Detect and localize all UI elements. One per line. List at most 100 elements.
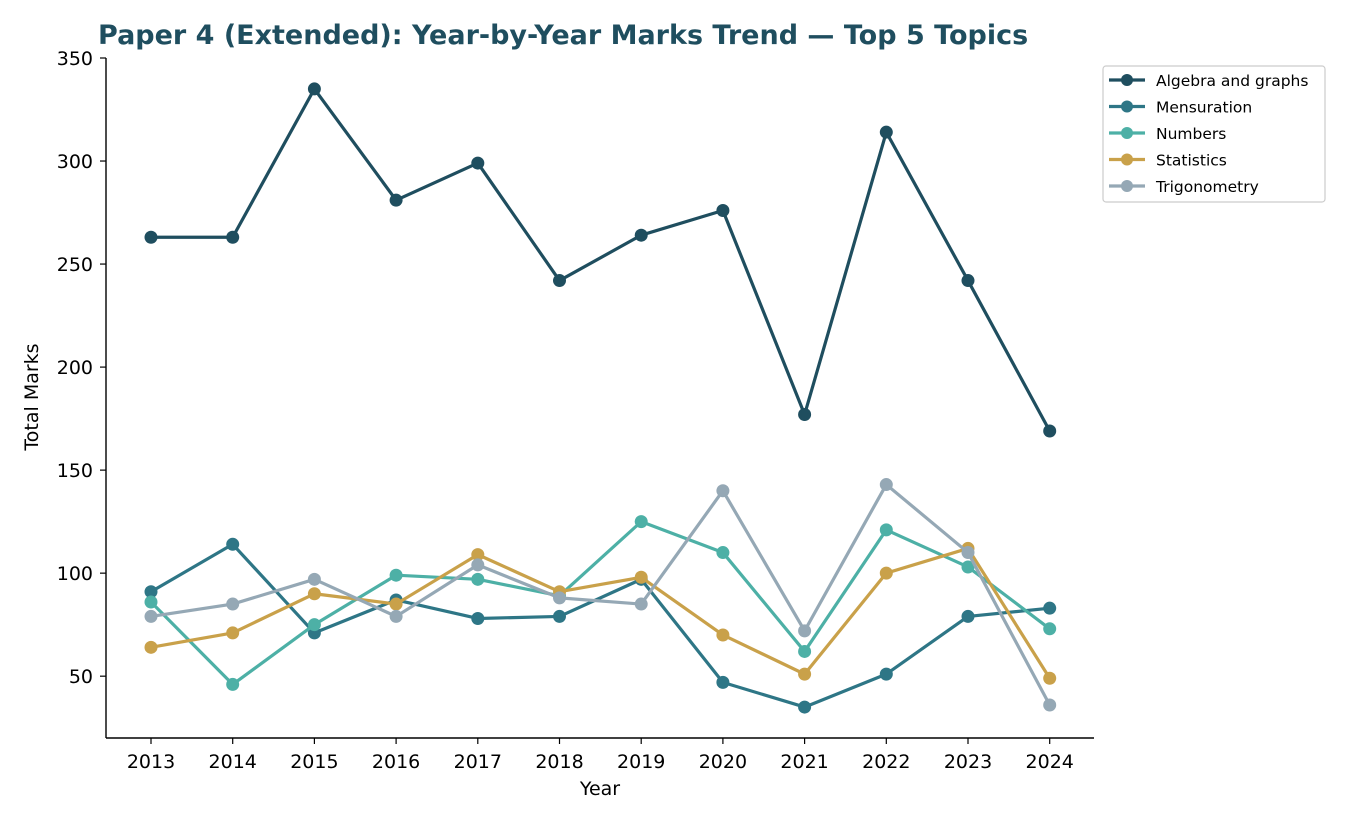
data-point [961,274,975,288]
series-numbers [144,515,1057,691]
legend-label: Numbers [1156,125,1226,143]
data-point [307,82,321,96]
data-point [144,585,158,599]
series-line [149,542,1052,709]
axes: 2013 2014 2015 2016 2017 2018 2019 2020 2021 2022… [57,48,1094,773]
legend-swatch-marker [1121,153,1133,166]
data-point [144,230,158,244]
series-line [149,87,1052,433]
data-point [634,228,648,242]
data-point [716,203,730,217]
series-algebra-and-graphs [144,82,1057,438]
data-point [553,591,566,605]
data-point [226,230,240,244]
data-point [471,572,485,586]
legend-label: Mensuration [1156,99,1252,117]
data-point [307,618,321,632]
data-point [1043,601,1057,615]
data-point [389,609,403,623]
y-tick-label: 150 [57,460,93,482]
data-point [471,611,485,625]
data-point [307,587,321,601]
data-point [1043,671,1057,685]
legend-box [1102,65,1326,203]
series-line [149,482,1052,707]
x-tick-label: 2016 [372,751,420,773]
legend-item: Trigonometry [1109,178,1259,196]
data-point [634,570,648,584]
x-tick-label: 2021 [780,751,828,773]
y-tick-label: 100 [57,563,93,585]
series-statistics [144,541,1057,685]
data-point [798,700,812,714]
data-point [879,566,893,580]
x-tick-label: 2024 [1026,751,1074,773]
data-point [144,640,158,654]
x-tick-label: 2019 [617,751,665,773]
data-point [389,597,403,611]
data-point [961,609,975,623]
data-point [1043,622,1057,636]
x-tick-label: 2013 [127,751,175,773]
data-point [553,609,566,623]
legend-item: Numbers [1109,125,1226,143]
y-tick-label: 350 [57,48,93,70]
data-point [798,624,812,638]
data-point [716,546,730,560]
data-point [798,407,812,421]
y-tick-label: 50 [69,666,93,688]
x-tick-label: 2015 [290,751,338,773]
data-point [226,626,240,640]
data-point [634,515,648,529]
x-tick-label: 2023 [944,751,992,773]
legend-swatch-marker [1121,74,1133,86]
legend-swatch-marker [1121,180,1133,192]
data-point [144,595,158,609]
data-point [471,548,485,562]
x-tick-label: 2020 [699,751,747,773]
data-point [634,597,648,611]
y-tick-label: 250 [57,254,93,276]
data-point [226,677,240,691]
legend-swatch-marker [1121,127,1133,139]
data-point [879,667,893,681]
data-point [226,537,240,551]
data-point [553,274,566,288]
y-tick-label: 300 [57,151,93,173]
x-tick-label: 2022 [862,751,910,773]
series-line [149,520,1052,687]
legend-label: Statistics [1156,152,1227,170]
legend-swatch-marker [1121,100,1133,113]
data-point [1043,698,1057,712]
legend: Algebra and graphs Mensuration Numbers Stat… [1102,65,1326,203]
data-point [716,484,730,498]
x-tick-label: 2017 [454,751,502,773]
data-point [389,568,403,582]
x-tick-label: 2018 [535,751,583,773]
data-point [798,667,812,681]
data-point [716,628,730,642]
chart-title: Paper 4 (Extended): Year-by-Year Marks T… [98,20,1028,51]
legend-label: Algebra and graphs [1156,72,1308,90]
data-point [879,125,893,139]
data-point [716,675,730,689]
data-point [1043,424,1057,438]
legend-item: Algebra and graphs [1109,72,1308,90]
series-trigonometry [144,478,1057,712]
data-point [307,572,321,586]
y-tick-label: 200 [57,357,93,379]
data-point [144,609,158,623]
legend-label: Trigonometry [1155,178,1259,196]
data-point [471,156,485,170]
data-point [389,193,403,207]
data-point [879,478,893,492]
legend-item: Statistics [1109,152,1227,170]
data-point [961,546,975,560]
data-point [879,523,893,537]
series-line [149,546,1052,680]
y-axis-label: Total Marks [21,343,43,451]
data-point [471,558,485,572]
data-point [798,644,812,658]
series-layer [144,82,1057,714]
